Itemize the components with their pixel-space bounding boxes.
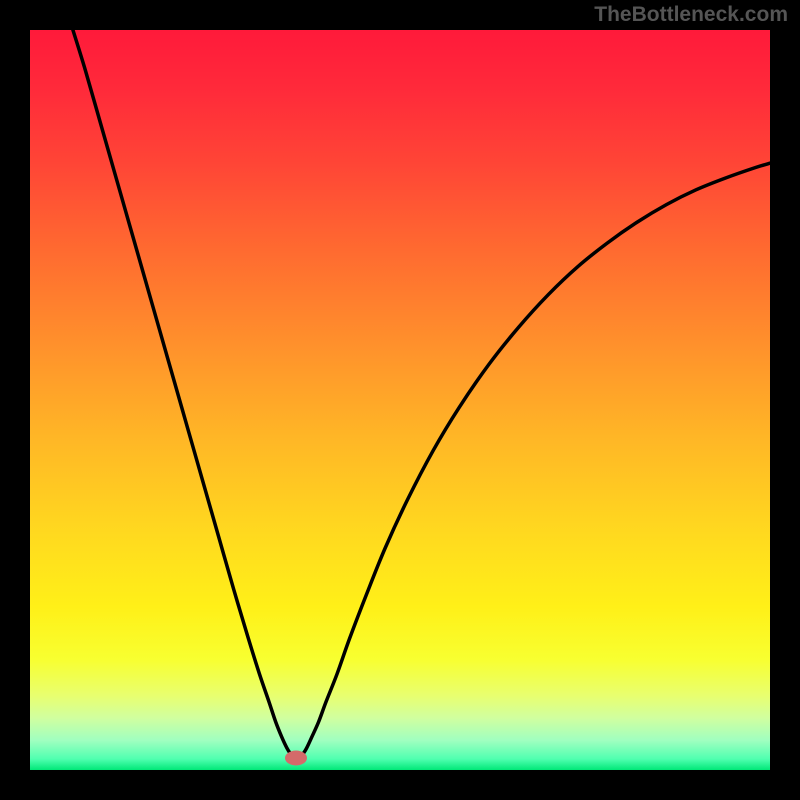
plot-area	[30, 30, 770, 770]
chart-container: TheBottleneck.com	[0, 0, 800, 800]
bottleneck-curve	[30, 30, 770, 770]
optimum-marker	[285, 750, 307, 765]
watermark-label: TheBottleneck.com	[594, 3, 788, 27]
